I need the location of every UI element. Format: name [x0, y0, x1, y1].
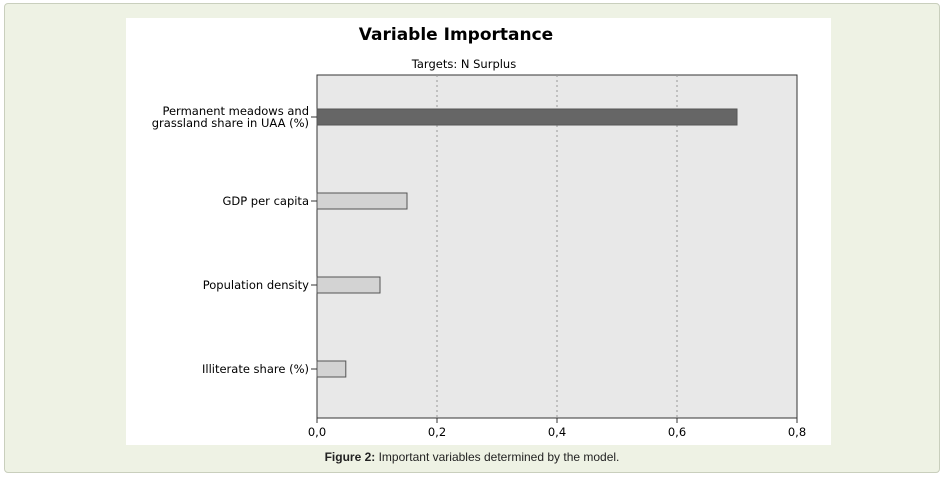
chart-container: Variable Importance Targets: N Surplus P… — [126, 18, 831, 445]
figure-caption: Figure 2: Important variables determined… — [0, 450, 944, 464]
chart-title: Variable Importance — [359, 25, 553, 45]
category-label: grassland share in UAA (%) — [152, 116, 309, 130]
category-label: Permanent meadows and — [162, 104, 309, 118]
x-tick-label: 0,8 — [788, 425, 806, 439]
bar — [316, 192, 408, 210]
category-label: Illiterate share (%) — [202, 362, 309, 376]
x-tick-label: 0,4 — [548, 425, 566, 439]
bar — [316, 360, 347, 378]
bar — [316, 276, 381, 294]
chart-subtitle: Targets: N Surplus — [411, 57, 516, 71]
x-tick-label: 0,6 — [668, 425, 686, 439]
bar — [316, 108, 738, 126]
category-label: Population density — [203, 278, 309, 292]
caption-label: Figure 2: — [324, 450, 376, 464]
x-tick-label: 0,0 — [308, 425, 326, 439]
x-tick-label: 0,2 — [428, 425, 446, 439]
caption-text: Important variables determined by the mo… — [375, 450, 620, 464]
figure-frame: Variable Importance Targets: N Surplus P… — [4, 3, 940, 473]
variable-importance-chart: Variable Importance Targets: N Surplus P… — [152, 25, 806, 439]
category-label: GDP per capita — [222, 194, 309, 208]
